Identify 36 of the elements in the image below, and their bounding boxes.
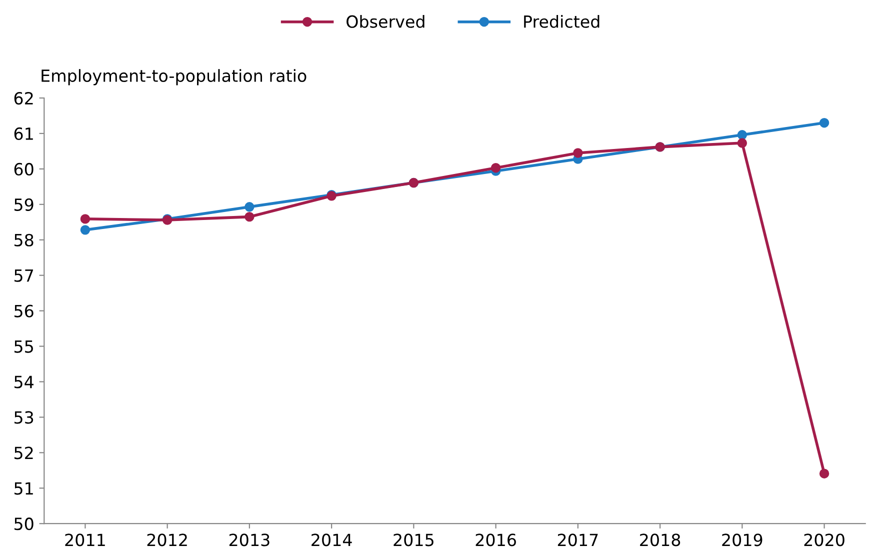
y-tick-label: 54: [14, 376, 34, 388]
legend-label: Predicted: [524, 15, 600, 28]
point: [737, 138, 748, 148]
x-tick-label: 2012: [147, 534, 187, 546]
y-tick-label: 62: [14, 92, 33, 105]
point: [244, 202, 254, 212]
y-tick-label: 52: [14, 446, 33, 460]
point: [80, 214, 90, 224]
x-tick-label: 2015: [394, 534, 434, 546]
y-axis-title: Employment-to-population ratio: [42, 69, 306, 86]
legend-label: Observed: [346, 15, 424, 28]
y-tick-label: 50: [14, 518, 34, 530]
point: [490, 163, 501, 173]
point: [819, 468, 830, 478]
point: [244, 212, 254, 222]
point: [573, 148, 583, 158]
y-tick-label: 61: [14, 127, 33, 140]
x-tick-label: 2017: [558, 534, 598, 546]
y-tick-label: 53: [14, 411, 34, 424]
y-tick-label: 51: [14, 482, 33, 495]
x-tick-label: 2013: [229, 534, 270, 546]
y-tick-label: 55: [14, 340, 33, 353]
y-tick-label: 58: [14, 234, 34, 246]
point: [819, 118, 830, 128]
x-tick-label: 2019: [722, 534, 762, 546]
y-tick-label: 56: [14, 304, 34, 318]
x-tick-label: 2014: [312, 534, 352, 546]
y-tick-label: 60: [14, 162, 34, 176]
point: [737, 130, 748, 140]
x-tick-label: 2011: [65, 534, 105, 546]
x-tick-label: 2018: [640, 534, 680, 546]
x-tick-label: 2016: [476, 534, 516, 546]
y-tick-label: 57: [14, 270, 34, 282]
x-tick-label: 2020: [804, 534, 844, 546]
point: [80, 225, 90, 235]
y-tick-label: 59: [14, 198, 34, 211]
